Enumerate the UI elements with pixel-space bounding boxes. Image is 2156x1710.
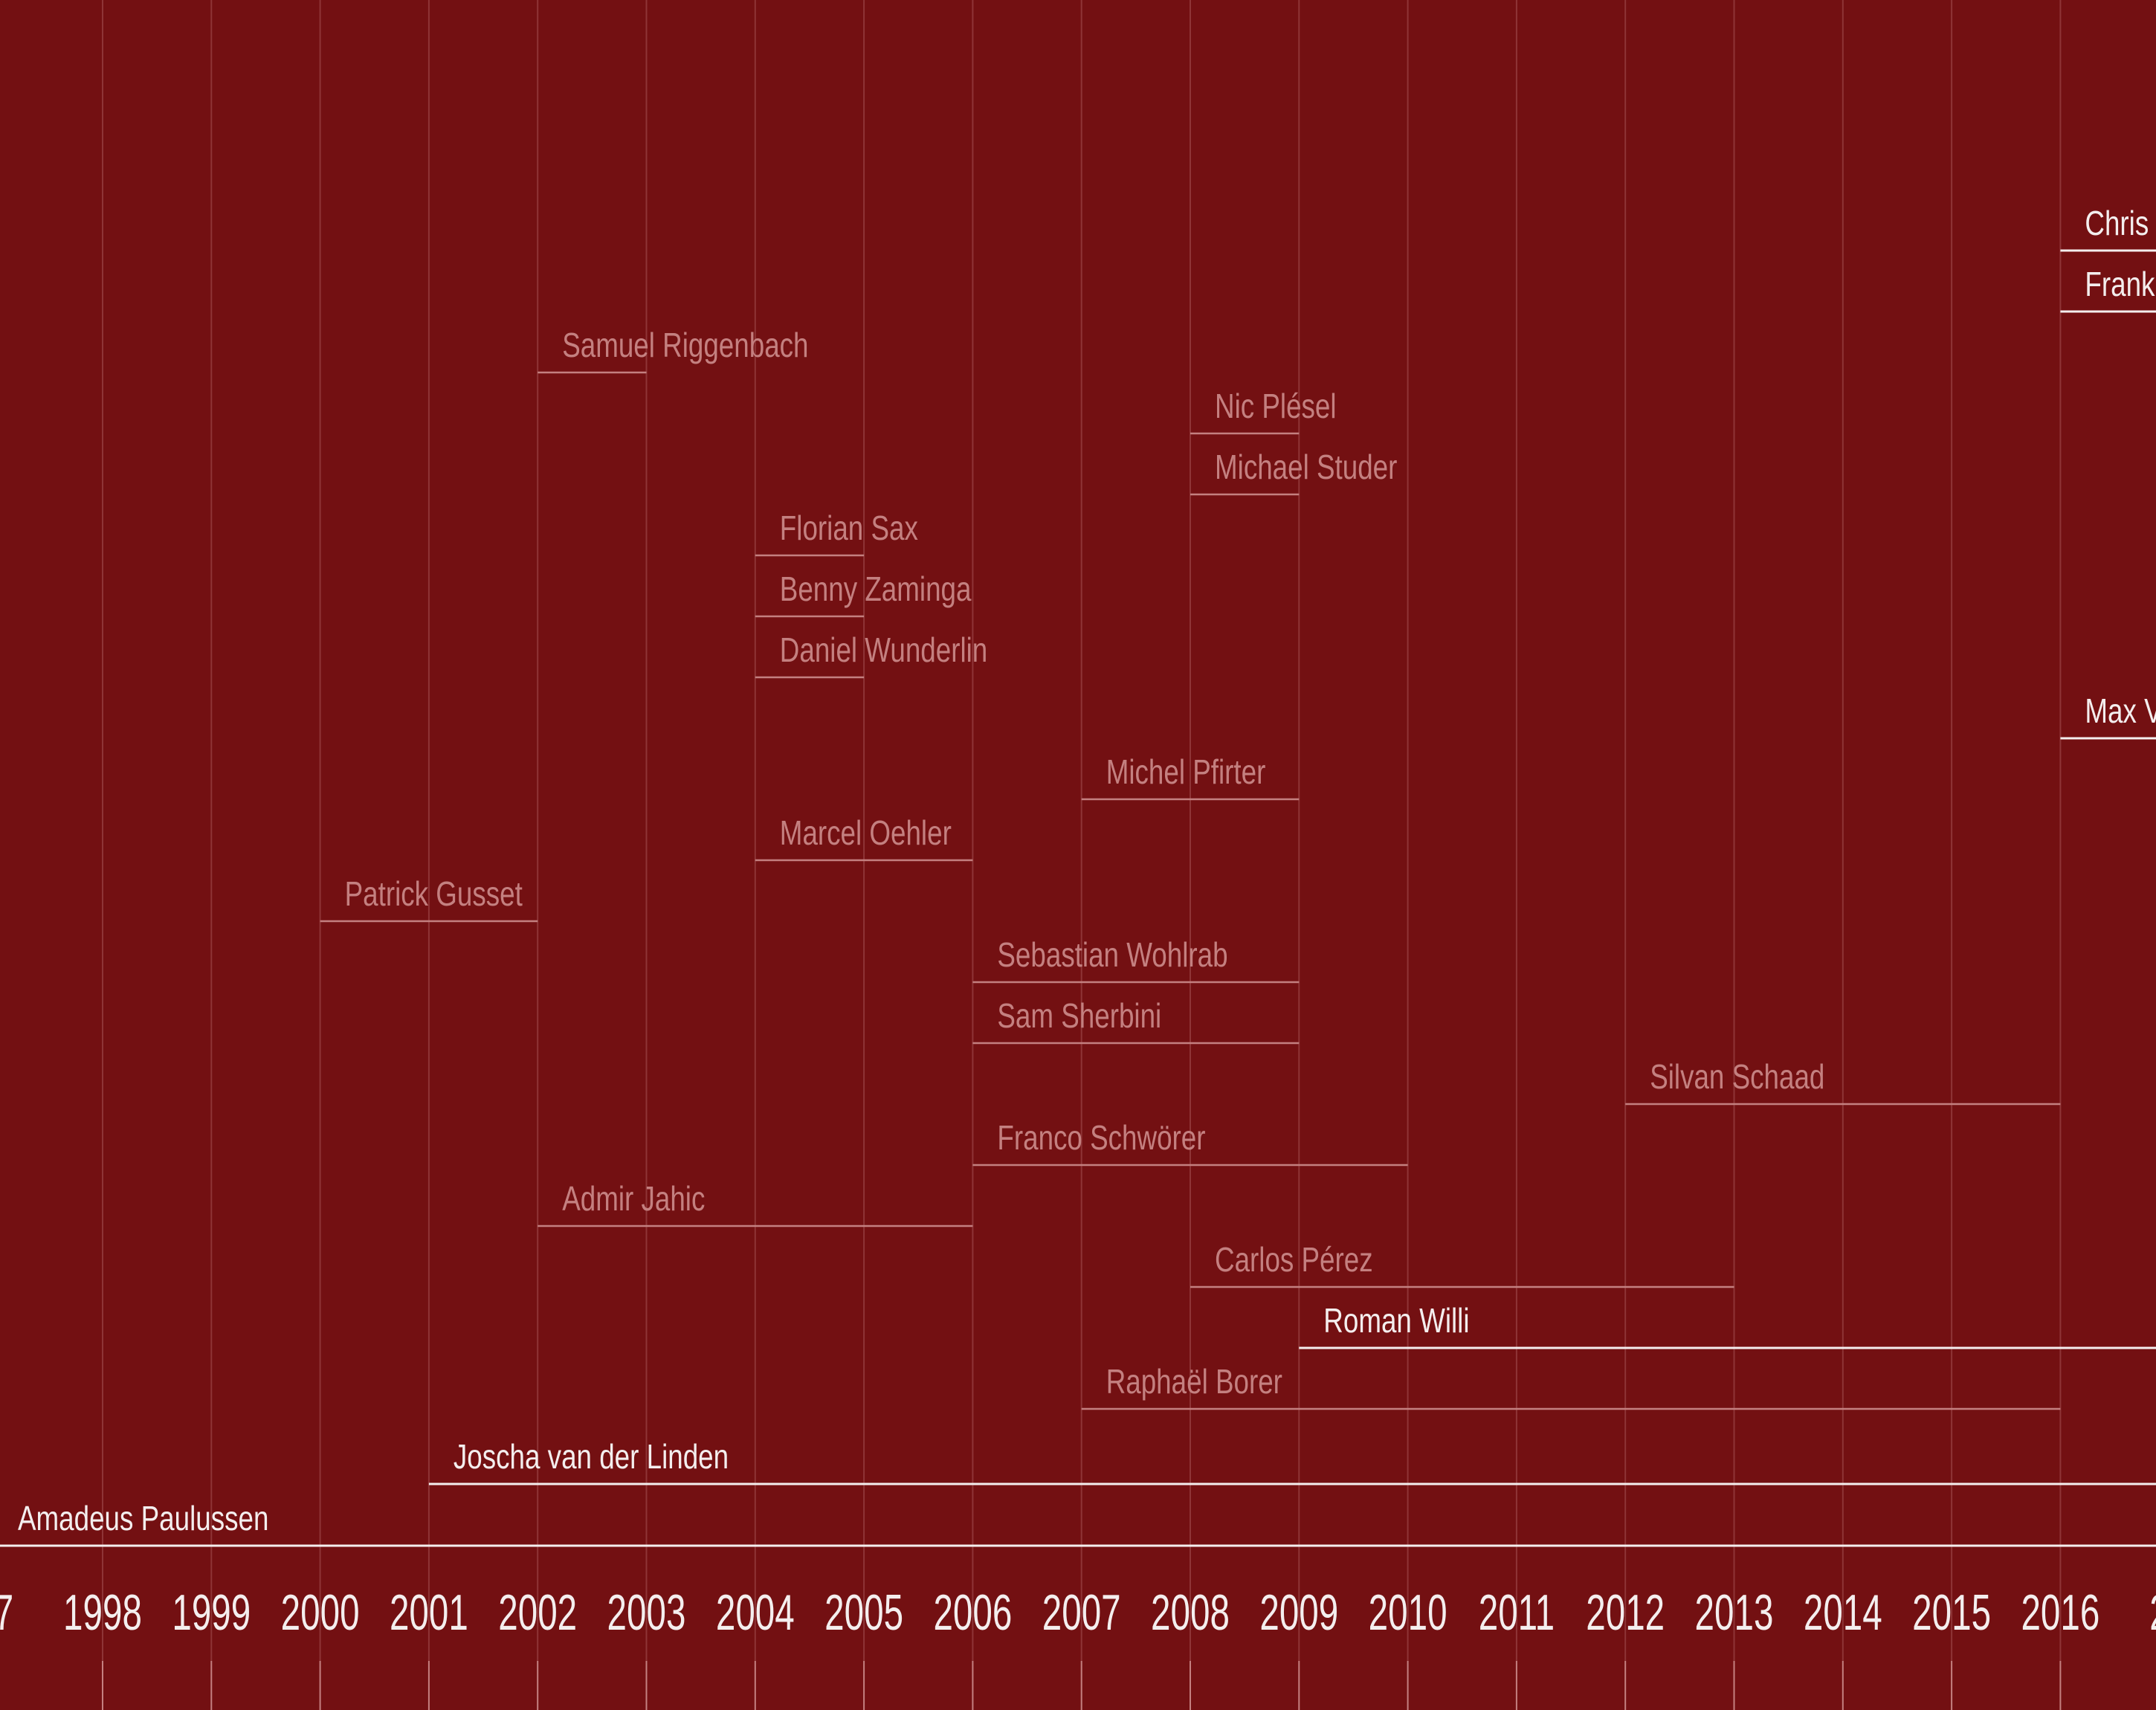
member-name: Carlos Pérez [1215, 1240, 1373, 1279]
year-label: 97 [0, 1585, 13, 1641]
member-row: Michel Pfirter [1081, 752, 1300, 801]
member-row: Chris [2060, 204, 2156, 252]
member-name: Michel Pfirter [1106, 752, 1266, 791]
member-row: Sam Sherbini [972, 996, 1300, 1045]
member-name: Silvan Schaad [1650, 1057, 1824, 1096]
member-row: Admir Jahic [538, 1179, 973, 1227]
member-row: Marcel Oehler [755, 813, 973, 862]
member-row: Carlos Pérez [1190, 1240, 1734, 1288]
member-name: Raphaël Borer [1106, 1362, 1282, 1401]
year-label: 2003 [607, 1585, 686, 1641]
member-row: Daniel Wunderlin [755, 630, 987, 679]
member-row: Sebastian Wohlrab [972, 935, 1300, 984]
member-bars: Chris Frank Samuel Riggenbach Nic Plésel Mic… [0, 204, 2156, 1547]
year-label: 2011 [1479, 1585, 1555, 1641]
member-row: Michael Studer [1190, 448, 1397, 496]
year-axis: 97 1998 1999 2000 2001 2002 2003 2004 2005 2006 20… [0, 1585, 2156, 1710]
member-row: Amadeus Paulussen [0, 1499, 2156, 1547]
member-name: Sam Sherbini [997, 996, 1161, 1035]
year-label: 2014 [1804, 1585, 1882, 1641]
member-name: Florian Sax [780, 509, 918, 547]
year-label: 2001 [390, 1585, 468, 1641]
year-gridlines [102, 0, 2062, 1661]
member-row: Benny Zaminga [755, 570, 972, 618]
year-label: 2012 [1586, 1585, 1665, 1641]
year-label: 1998 [63, 1585, 142, 1641]
year-label: 2009 [1259, 1585, 1338, 1641]
member-name: Admir Jahic [562, 1179, 705, 1218]
member-name: Nic Plésel [1215, 387, 1337, 425]
member-name: Franco Schwörer [997, 1118, 1205, 1157]
member-row: Roman Willi [1299, 1301, 2156, 1349]
year-label: 20 [2149, 1585, 2156, 1641]
member-row: Florian Sax [755, 509, 918, 557]
member-row: Silvan Schaad [1625, 1057, 2061, 1106]
year-label: 2004 [716, 1585, 795, 1641]
year-label: 1999 [172, 1585, 251, 1641]
member-name: Frank [2085, 265, 2155, 303]
member-row: Nic Plésel [1190, 387, 1337, 435]
year-label: 2016 [2021, 1585, 2099, 1641]
member-name: Marcel Oehler [780, 813, 952, 852]
member-name: Benny Zaminga [780, 570, 972, 608]
member-row: Frank [2060, 265, 2156, 313]
member-row: Samuel Riggenbach [538, 326, 809, 374]
member-name: Joscha van der Linden [454, 1437, 729, 1476]
year-label: 2010 [1369, 1585, 1447, 1641]
member-row: Patrick Gusset [320, 874, 538, 923]
member-name: Sebastian Wohlrab [997, 935, 1227, 974]
member-name: Daniel Wunderlin [780, 630, 987, 669]
year-label: 2008 [1151, 1585, 1230, 1641]
member-row: Raphaël Borer [1081, 1362, 2061, 1410]
member-row: Franco Schwörer [972, 1118, 1408, 1167]
member-name: Patrick Gusset [345, 874, 523, 913]
member-row: Max V [2060, 691, 2156, 740]
year-label: 2015 [1912, 1585, 1991, 1641]
member-name: Roman Willi [1323, 1301, 1469, 1340]
member-name: Amadeus Paulussen [18, 1499, 268, 1538]
year-label: 2007 [1042, 1585, 1121, 1641]
member-name: Michael Studer [1215, 448, 1397, 486]
member-row: Joscha van der Linden [428, 1437, 2156, 1485]
year-label: 2000 [281, 1585, 360, 1641]
member-name: Samuel Riggenbach [562, 326, 808, 364]
year-label: 2013 [1695, 1585, 1774, 1641]
year-label: 2006 [933, 1585, 1012, 1641]
year-label: 2002 [498, 1585, 577, 1641]
member-name: Max V [2085, 691, 2156, 730]
member-name: Chris [2085, 204, 2149, 242]
year-label: 2005 [824, 1585, 903, 1641]
